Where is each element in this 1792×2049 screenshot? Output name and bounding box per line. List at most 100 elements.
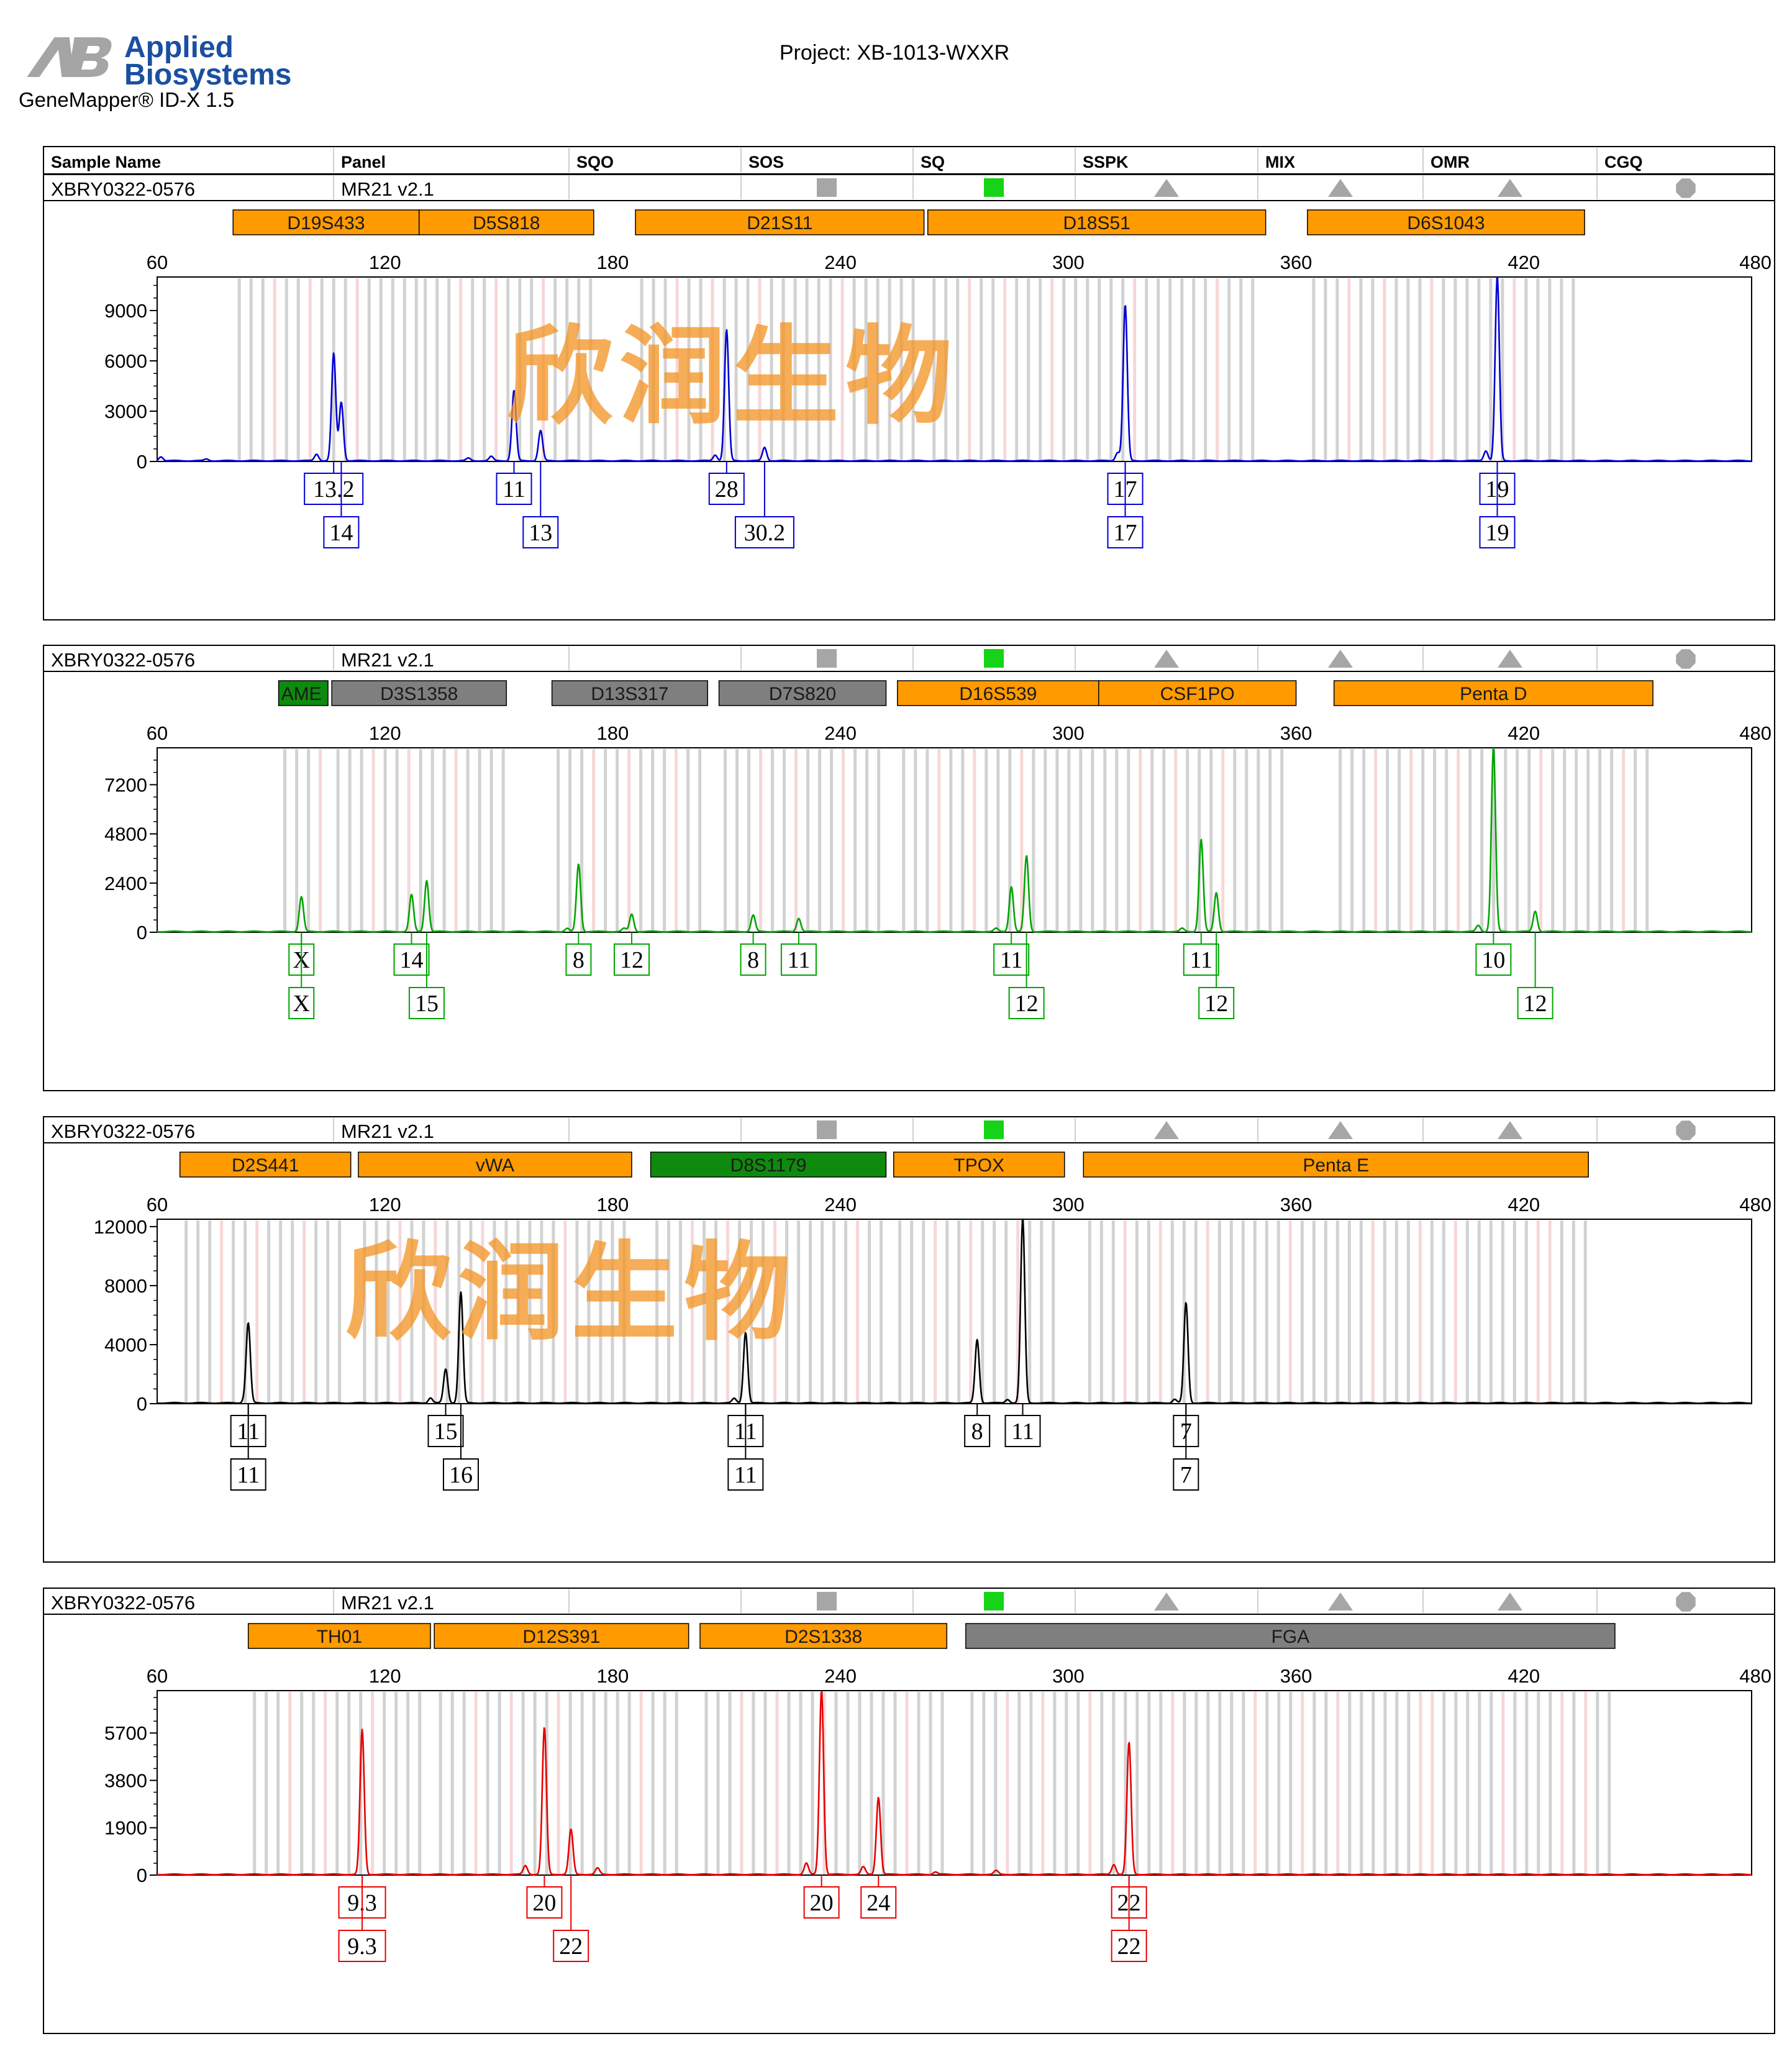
x-tick-label: 120 xyxy=(369,1194,401,1215)
flag-cgq-icon[interactable] xyxy=(1676,1592,1696,1612)
allele-call[interactable]: 13 xyxy=(522,461,559,548)
allele-call[interactable]: 11 xyxy=(1004,1404,1041,1447)
x-tick-label: 300 xyxy=(1052,1665,1085,1687)
y-tick-label: 3800 xyxy=(104,1770,147,1791)
allele-call[interactable]: 11 xyxy=(727,1404,764,1491)
flag-sspk-icon[interactable] xyxy=(1154,1121,1179,1139)
locus-d18s51[interactable]: D18S51 xyxy=(927,209,1267,235)
flag-omr-icon[interactable] xyxy=(1498,179,1522,197)
locus-label: TH01 xyxy=(317,1627,362,1647)
locus-csf1po[interactable]: CSF1PO xyxy=(1098,680,1297,706)
allele-call[interactable]: 30.2 xyxy=(734,461,794,548)
flag-sspk-icon[interactable] xyxy=(1154,1592,1179,1611)
locus-d12s391[interactable]: D12S391 xyxy=(434,1623,689,1649)
flag-cgq-icon[interactable] xyxy=(1676,178,1696,198)
flag-sos-icon[interactable] xyxy=(817,649,837,668)
allele-call[interactable]: 22 xyxy=(553,1875,589,1962)
allele-label: 15 xyxy=(415,991,439,1017)
allele-call[interactable]: 20 xyxy=(803,1875,840,1919)
flag-mix-icon[interactable] xyxy=(1328,650,1353,668)
sample-name[interactable]: XBRY0322-0576 xyxy=(51,1592,195,1614)
locus-label: D2S1338 xyxy=(785,1627,862,1647)
x-tick-label: 120 xyxy=(369,1665,401,1687)
locus-d8s1179[interactable]: D8S1179 xyxy=(650,1152,887,1178)
flag-mix-icon[interactable] xyxy=(1328,179,1353,197)
allele-call[interactable]: X xyxy=(288,932,315,1019)
flag-sq-icon[interactable] xyxy=(984,1592,1004,1611)
allele-call[interactable]: 10 xyxy=(1475,932,1512,976)
locus-label: vWA xyxy=(476,1155,514,1176)
allele-call[interactable]: 17 xyxy=(1107,461,1144,548)
allele-call[interactable]: 20 xyxy=(526,1875,563,1919)
locus-d16s539[interactable]: D16S539 xyxy=(897,680,1099,706)
locus-d2s1338[interactable]: D2S1338 xyxy=(699,1623,948,1649)
column-header-mix: MIX xyxy=(1265,153,1295,171)
allele-call[interactable]: 8 xyxy=(565,932,592,976)
allele-call[interactable]: 15 xyxy=(408,932,445,1019)
locus-tpox[interactable]: TPOX xyxy=(893,1152,1065,1178)
locus-d21s11[interactable]: D21S11 xyxy=(635,209,925,235)
allele-call[interactable]: 8 xyxy=(740,932,766,976)
locus-ame[interactable]: AME xyxy=(278,680,329,706)
locus-d5s818[interactable]: D5S818 xyxy=(418,209,594,235)
allele-call[interactable]: 11 xyxy=(496,461,532,505)
flag-sq-icon[interactable] xyxy=(984,178,1004,197)
allele-call[interactable]: 13.2 xyxy=(304,461,364,505)
allele-call[interactable]: 7 xyxy=(1173,1404,1199,1491)
allele-call[interactable]: 15 xyxy=(427,1404,464,1447)
x-tick-label: 60 xyxy=(147,252,168,273)
locus-d7s820[interactable]: D7S820 xyxy=(718,680,887,706)
flag-sq-icon[interactable] xyxy=(984,649,1004,668)
x-tick-label: 180 xyxy=(597,252,629,273)
allele-call[interactable]: 14 xyxy=(323,461,360,548)
y-tick-label: 8000 xyxy=(104,1275,147,1297)
allele-call[interactable]: 11 xyxy=(230,1404,266,1491)
locus-label: D13S317 xyxy=(591,684,668,704)
sample-name[interactable]: XBRY0322-0576 xyxy=(51,649,195,671)
allele-call[interactable]: 11 xyxy=(780,932,817,976)
allele-call[interactable]: 14 xyxy=(393,932,430,976)
allele-label: 14 xyxy=(329,520,353,546)
flag-cgq-icon[interactable] xyxy=(1676,1120,1696,1140)
flag-omr-icon[interactable] xyxy=(1498,1592,1522,1611)
locus-penta-e[interactable]: Penta E xyxy=(1083,1152,1589,1178)
locus-vwa[interactable]: vWA xyxy=(358,1152,632,1178)
allele-call[interactable]: 12 xyxy=(1008,932,1045,1019)
locus-fga[interactable]: FGA xyxy=(965,1623,1616,1649)
allele-call[interactable]: 19 xyxy=(1479,461,1516,548)
locus-d19s433[interactable]: D19S433 xyxy=(232,209,420,235)
allele-call[interactable]: 11 xyxy=(993,932,1030,976)
locus-d13s317[interactable]: D13S317 xyxy=(551,680,708,706)
locus-penta-d[interactable]: Penta D xyxy=(1333,680,1653,706)
panel-name: MR21 v2.1 xyxy=(341,178,434,200)
column-header-sqo: SQO xyxy=(576,153,614,171)
allele-call[interactable]: 12 xyxy=(1517,932,1553,1019)
flag-mix-icon[interactable] xyxy=(1328,1121,1353,1139)
allele-call[interactable]: 12 xyxy=(613,932,650,976)
flag-sos-icon[interactable] xyxy=(817,1592,837,1611)
flag-omr-icon[interactable] xyxy=(1498,1121,1522,1139)
locus-d2s441[interactable]: D2S441 xyxy=(179,1152,352,1178)
flag-sos-icon[interactable] xyxy=(817,1120,837,1139)
locus-d6s1043[interactable]: D6S1043 xyxy=(1307,209,1585,235)
allele-call[interactable]: 12 xyxy=(1198,932,1235,1019)
flag-mix-icon[interactable] xyxy=(1328,1592,1353,1611)
flag-sspk-icon[interactable] xyxy=(1154,179,1179,197)
allele-call[interactable]: 24 xyxy=(860,1875,897,1919)
flag-cgq-icon[interactable] xyxy=(1676,649,1696,669)
locus-d3s1358[interactable]: D3S1358 xyxy=(331,680,507,706)
allele-call[interactable]: 28 xyxy=(708,461,745,505)
flag-sq-icon[interactable] xyxy=(984,1120,1004,1139)
sample-name[interactable]: XBRY0322-0576 xyxy=(51,1120,195,1142)
allele-call[interactable]: 22 xyxy=(1111,1875,1147,1962)
allele-call[interactable]: 8 xyxy=(964,1404,991,1447)
locus-th01[interactable]: TH01 xyxy=(247,1623,431,1649)
sample-name[interactable]: XBRY0322-0576 xyxy=(51,178,195,200)
trace-black xyxy=(157,1219,1752,1404)
flag-sspk-icon[interactable] xyxy=(1154,650,1179,668)
flag-sos-icon[interactable] xyxy=(817,178,837,197)
allele-call[interactable]: 9.3 xyxy=(338,1875,386,1962)
allele-call[interactable]: 11 xyxy=(1183,932,1219,976)
flag-omr-icon[interactable] xyxy=(1498,650,1522,668)
allele-call[interactable]: 16 xyxy=(442,1404,479,1491)
